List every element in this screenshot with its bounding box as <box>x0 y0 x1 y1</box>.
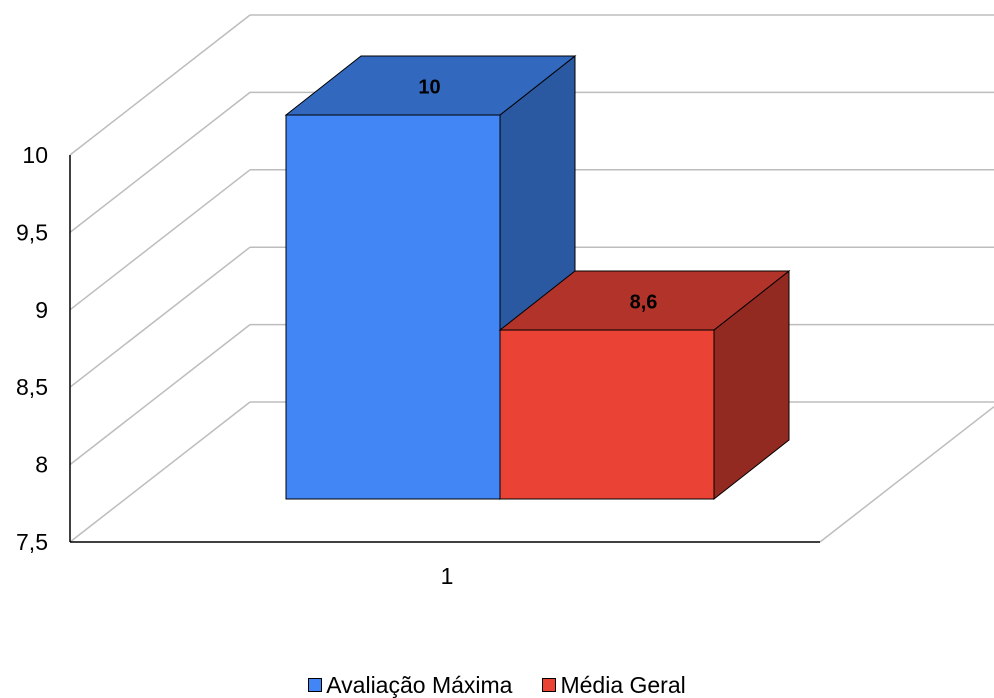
data-label-media-geral: 8,6 <box>630 292 658 314</box>
chart-3d-bar: 7,5 8 8,5 9 9,5 10 1 10 8,6 <box>16 14 994 590</box>
floor-right-edge <box>819 406 994 543</box>
legend-swatch-avaliacao-maxima <box>308 678 323 692</box>
legend-label-avaliacao-maxima: Avaliação Máxima <box>326 672 513 698</box>
bars <box>284 54 791 501</box>
x-tick-label-0: 1 <box>441 563 454 589</box>
labels: 7,5 8 8,5 9 9,5 10 1 10 8,6 <box>16 77 657 590</box>
gridline-diagonal-2 <box>69 246 251 388</box>
y-tick-label-0: 7,5 <box>16 529 48 555</box>
data-label-avaliacao-maxima: 10 <box>418 77 440 99</box>
gridline-diagonal-3 <box>69 169 251 311</box>
legend-item-avaliacao-maxima: Avaliação Máxima <box>308 672 512 698</box>
gridline-diagonal-0 <box>69 401 251 543</box>
bar-front-media-geral <box>499 329 715 500</box>
legend-label-media-geral: Média Geral <box>560 672 686 698</box>
legend: Avaliação Máxima Média Geral <box>0 672 994 698</box>
gridline-diagonal-4 <box>69 91 251 233</box>
y-tick-label-5: 10 <box>22 142 48 168</box>
legend-swatch-media-geral <box>542 678 557 692</box>
gridline-diagonal-5 <box>69 14 251 156</box>
y-tick-label-3: 9 <box>35 297 48 323</box>
y-tick-label-2: 8,5 <box>16 374 48 400</box>
gridline-diagonal-1 <box>69 324 251 466</box>
y-tick-label-1: 8 <box>35 452 48 478</box>
y-tick-label-4: 9,5 <box>16 219 48 245</box>
axes <box>69 155 820 543</box>
bar-front-avaliacao-maxima <box>285 114 501 500</box>
legend-item-media-geral: Média Geral <box>542 672 686 698</box>
